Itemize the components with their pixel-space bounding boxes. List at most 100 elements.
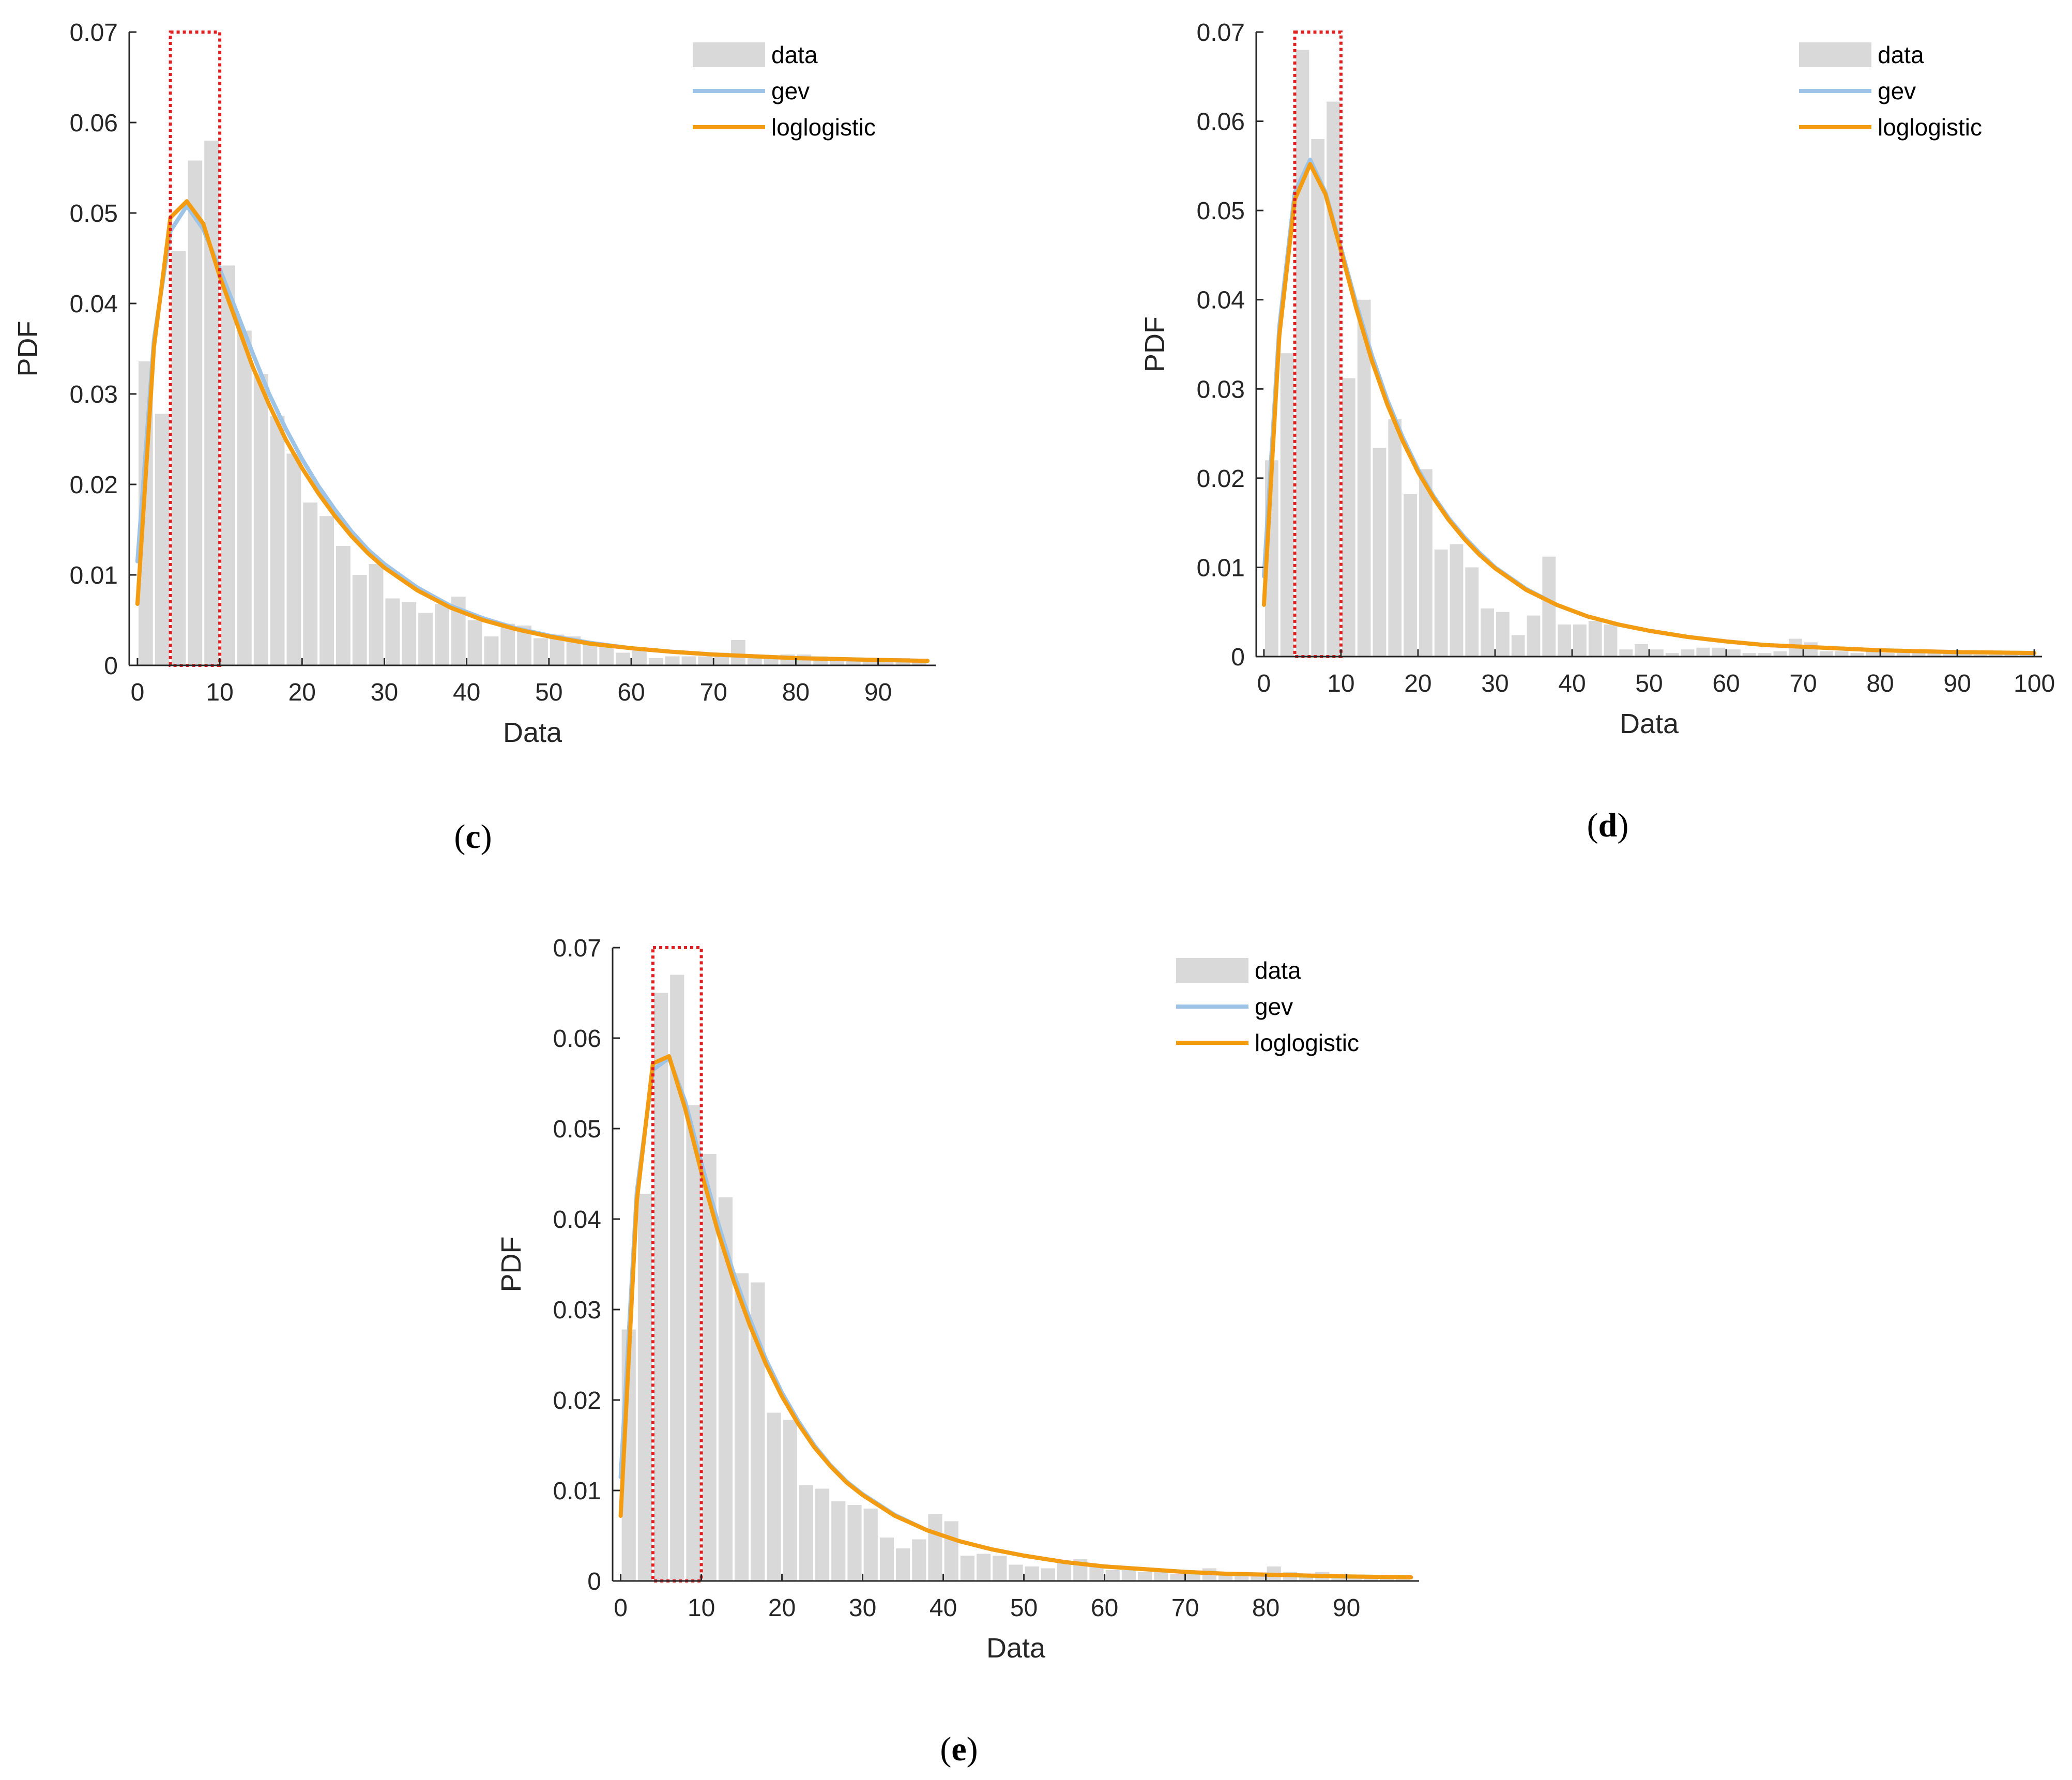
panel-label: (e) (940, 1730, 978, 1768)
legend-label-gev: gev (1255, 993, 1293, 1020)
histogram-bar (783, 1420, 797, 1581)
histogram-bar (1496, 612, 1510, 657)
histogram-bar (1588, 620, 1602, 657)
x-tick-label: 40 (453, 679, 480, 706)
histogram-bar (1881, 653, 1895, 657)
histogram-bar (1542, 556, 1556, 657)
histogram-bar (1311, 139, 1325, 657)
histogram-bar (944, 1521, 958, 1581)
legend-label-data: data (771, 41, 818, 68)
histogram-bar (846, 660, 861, 665)
histogram-bar (632, 649, 647, 665)
panel-letter: d (1598, 807, 1618, 844)
histogram-bar (686, 1105, 700, 1581)
histogram-bar (1819, 651, 1833, 657)
legend-swatch-data (1176, 958, 1248, 983)
histogram-bar (735, 1273, 749, 1581)
x-axis-title: Data (1620, 708, 1679, 739)
histogram-bar (1025, 1566, 1039, 1581)
histogram-bar (1138, 1572, 1152, 1581)
histogram-bar (534, 638, 548, 665)
histogram-bar (681, 656, 696, 665)
x-tick-label: 0 (131, 679, 145, 706)
x-tick-label: 80 (1866, 670, 1894, 697)
legend-label-gev: gev (771, 78, 810, 104)
histogram-bar (1635, 644, 1648, 657)
histogram-bar (484, 636, 499, 665)
histogram-bar (286, 453, 301, 665)
histogram-bar (731, 640, 745, 665)
x-tick-label: 20 (288, 679, 316, 706)
histogram-bar (1373, 448, 1387, 657)
histogram-bar (385, 598, 400, 665)
histogram-bar (303, 503, 318, 665)
x-axis-title: Data (503, 717, 562, 748)
histogram-bar (1758, 653, 1772, 657)
panel-label: (c) (454, 818, 492, 856)
histogram-bar (1105, 1570, 1120, 1581)
histogram-bar (977, 1554, 991, 1581)
histogram-bar (1450, 544, 1464, 657)
histogram-bar (1041, 1568, 1055, 1581)
y-axis-title: PDF (12, 321, 43, 377)
histogram-bar (270, 416, 285, 665)
y-tick-label: 0.03 (70, 381, 118, 408)
x-tick-label: 30 (1481, 670, 1509, 697)
y-tick-label: 0.06 (1197, 109, 1245, 136)
y-tick-label: 0.01 (70, 562, 118, 589)
y-tick-label: 0.05 (553, 1116, 601, 1143)
x-tick-label: 10 (206, 679, 233, 706)
histogram-bar (879, 1538, 894, 1581)
histogram-bar (204, 141, 219, 665)
y-axis-title: PDF (496, 1237, 527, 1292)
histogram-bar (221, 265, 235, 665)
histogram-bar (764, 658, 779, 665)
histogram-bar (500, 623, 515, 665)
histogram-bar (1804, 642, 1818, 657)
histogram-bar (1665, 653, 1679, 657)
histogram-bar (1404, 494, 1417, 657)
histogram-bar (1896, 653, 1910, 657)
x-tick-label: 50 (1635, 670, 1663, 697)
histogram-bar (665, 656, 680, 665)
histogram-bar (188, 160, 203, 665)
histogram-bar (336, 546, 351, 665)
y-axis-title: PDF (1139, 316, 1170, 372)
histogram-bar (369, 564, 384, 665)
histogram-bar (960, 1556, 974, 1581)
histogram-bar (1527, 615, 1541, 657)
histogram-bar (830, 660, 844, 665)
histogram-bar (1742, 653, 1756, 657)
histogram-bar (583, 644, 598, 665)
histogram-bar (1380, 1577, 1394, 1581)
x-tick-label: 80 (1252, 1594, 1279, 1622)
histogram-bar (1943, 653, 1957, 657)
histogram-bar (1573, 624, 1587, 657)
legend: data gev loglogistic (693, 41, 876, 141)
histogram-bar (352, 575, 367, 665)
x-tick-label: 40 (1558, 670, 1586, 697)
histogram-bar (1251, 1575, 1265, 1581)
legend: data gev loglogistic (1799, 41, 1982, 141)
histogram-bar (879, 660, 894, 665)
histogram-bar (467, 620, 482, 665)
histogram-bar (253, 374, 268, 665)
histogram-bar (599, 647, 614, 665)
histogram-bar (1773, 651, 1787, 657)
histogram-bar (1727, 649, 1741, 657)
legend: data gev loglogistic (1176, 957, 1359, 1056)
histogram-bar (1296, 50, 1309, 657)
panel-e: 0 0.01 0.02 0.03 0.04 0.05 0.06 0.07 0 10 20 30 40 50… (496, 935, 1419, 1768)
histogram-bar (1388, 419, 1402, 657)
histogram-bar (767, 1412, 781, 1581)
histogram-bar (616, 652, 631, 665)
x-axis-title: Data (986, 1633, 1046, 1664)
y-tick-label: 0 (104, 652, 118, 680)
histogram-bar (1850, 653, 1864, 657)
y-tick-label: 0.05 (70, 200, 118, 227)
y-tick-label: 0.07 (1197, 19, 1245, 47)
histogram-bar (1009, 1564, 1023, 1581)
panel-c: 0 0.01 0.02 0.03 0.04 0.05 0.06 0.07 0 10 20 30 40 50… (12, 19, 936, 856)
legend-label-loglogistic: loglogistic (1255, 1029, 1359, 1056)
histogram-bar (319, 516, 334, 665)
